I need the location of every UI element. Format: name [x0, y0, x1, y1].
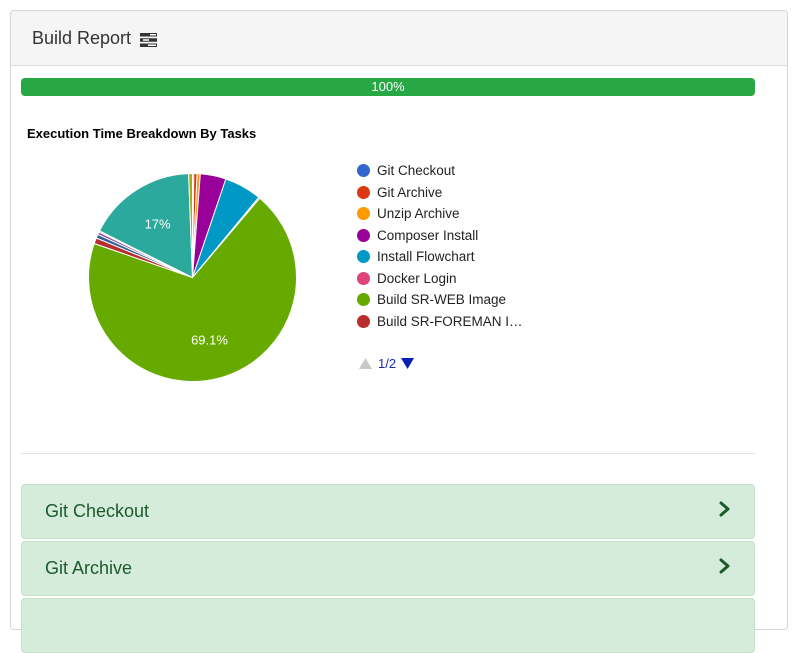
legend-label: Docker Login	[377, 270, 457, 286]
legend-swatch	[357, 250, 370, 264]
build-progress: 100%	[21, 78, 755, 96]
legend-item[interactable]: Unzip Archive	[357, 203, 523, 225]
legend-item[interactable]: Git Archive	[357, 182, 523, 204]
pie-slice[interactable]	[188, 172, 193, 278]
legend-label: Build SR-FOREMAN I…	[377, 313, 523, 329]
legend-label: Git Checkout	[377, 163, 456, 179]
legend-item[interactable]: Docker Login	[357, 268, 523, 290]
panel-heading: Build Report	[11, 11, 787, 66]
chart-title: Execution Time Breakdown By Tasks	[27, 126, 257, 141]
legend-swatch	[357, 293, 370, 307]
slice-label: 17%	[145, 216, 171, 231]
legend-swatch	[357, 228, 370, 242]
slice-label: 69.1%	[191, 333, 228, 348]
progress-bar: 100%	[21, 78, 755, 96]
legend-item[interactable]: Git Checkout	[357, 160, 523, 182]
legend-pager: 1/2	[359, 356, 415, 371]
divider	[21, 453, 755, 454]
legend-swatch	[357, 185, 370, 199]
chart-legend: Git Checkout Git Archive Unzip Archive Comp…	[357, 160, 523, 332]
tasks-icon	[140, 33, 158, 47]
legend-label: Install Flowchart	[377, 249, 475, 265]
legend-label: Unzip Archive	[377, 206, 460, 222]
task-label: Git Checkout	[45, 501, 150, 521]
legend-item[interactable]: Build SR-WEB Image	[357, 289, 523, 311]
task-git-checkout[interactable]: Git Checkout	[21, 484, 755, 539]
chevron-right-icon	[719, 558, 730, 574]
pie-slice[interactable]	[88, 197, 297, 382]
legend-label: Git Archive	[377, 184, 443, 200]
pager-text: 1/2	[378, 356, 397, 371]
task-git-archive[interactable]: Git Archive	[21, 541, 755, 596]
chevron-right-icon	[719, 501, 730, 517]
pie-slice[interactable]	[98, 173, 194, 279]
legend-swatch	[357, 164, 370, 178]
legend-swatch	[357, 207, 370, 221]
triangle-up-icon[interactable]	[359, 358, 372, 369]
task-label: Git Archive	[45, 558, 133, 578]
triangle-down-icon[interactable]	[401, 358, 415, 369]
legend-item[interactable]: Composer Install	[357, 225, 523, 247]
pie-chart: 69.1% 17%	[88, 172, 297, 382]
legend-item[interactable]: Build SR-FOREMAN I…	[357, 311, 523, 333]
legend-label: Composer Install	[377, 227, 479, 243]
legend-swatch	[357, 271, 370, 285]
legend-label: Build SR-WEB Image	[377, 292, 507, 308]
legend-item[interactable]: Install Flowchart	[357, 246, 523, 268]
task-next[interactable]	[21, 598, 755, 653]
panel-title: Build Report	[32, 27, 132, 48]
legend-swatch	[357, 314, 370, 328]
